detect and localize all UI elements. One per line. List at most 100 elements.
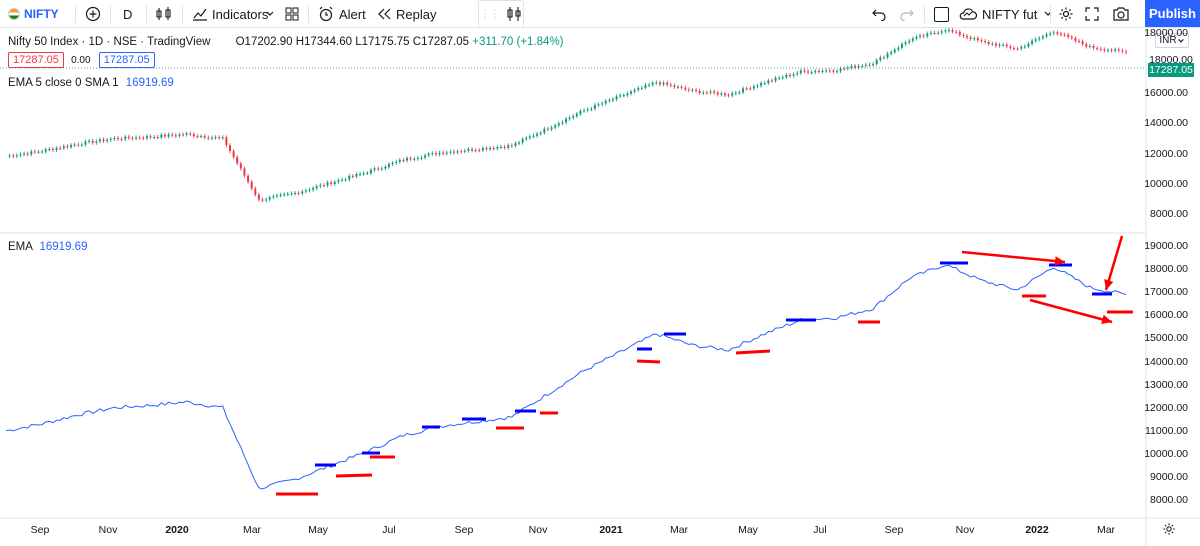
fullscreen-button[interactable] — [1085, 0, 1099, 28]
price-axis-label: 13000.00 — [1144, 378, 1188, 391]
candle-body — [113, 138, 116, 140]
candle-body — [351, 175, 354, 177]
sell-price-button[interactable]: 17287.05 — [8, 52, 64, 68]
candle-body — [44, 149, 47, 152]
candle-body — [499, 146, 502, 148]
select-mode-checkbox[interactable] — [934, 0, 949, 28]
price-axis-label: 12000.00 — [1144, 147, 1188, 160]
candle-body — [915, 36, 918, 39]
compare-add-button[interactable] — [85, 0, 101, 28]
support-line[interactable] — [636, 359, 661, 364]
candle-body — [109, 138, 112, 140]
chart-style-button[interactable] — [155, 0, 173, 28]
floating-drawing-toolbar[interactable]: ⋮⋮ — [478, 0, 524, 28]
candle-body — [160, 134, 163, 138]
ohlc-low: L17175.75 — [355, 36, 410, 48]
candle-body — [135, 137, 138, 139]
candle-body — [243, 168, 246, 176]
candle-body — [138, 137, 141, 139]
candle-body — [73, 144, 76, 146]
lower-pane-label[interactable]: EMA — [8, 241, 33, 253]
top-toolbar: NIFTY D Indicators Alert Replay ⋮⋮ — [0, 0, 1200, 28]
undo-button[interactable] — [872, 0, 886, 28]
candle-body — [922, 35, 925, 37]
candle-body — [821, 70, 824, 72]
snapshot-button[interactable] — [1112, 0, 1130, 28]
india-flag-icon — [8, 8, 20, 20]
candle-body — [590, 108, 593, 110]
symbol-title[interactable]: Nifty 50 Index · 1D · NSE · TradingView — [8, 36, 211, 48]
layout-button[interactable] — [285, 0, 299, 28]
candle-body — [640, 87, 643, 89]
time-axis-label: Jul — [813, 524, 827, 536]
alert-button[interactable]: Alert — [318, 0, 366, 28]
candle-body — [153, 136, 156, 138]
candle-body — [297, 193, 300, 195]
currency-selector[interactable]: INR — [1155, 33, 1189, 48]
candle-body — [705, 92, 708, 94]
candle-body — [247, 175, 250, 182]
indicators-dropdown[interactable] — [265, 0, 275, 28]
candle-body — [474, 150, 477, 152]
ema-study-label[interactable]: EMA 5 close 0 SMA 1 — [8, 77, 119, 89]
candle-body — [203, 136, 206, 138]
candle-body — [749, 88, 752, 90]
candle-body — [1023, 46, 1026, 48]
ohlc-close: C17287.05 — [412, 36, 470, 48]
support-line[interactable] — [735, 349, 771, 355]
divergence-arrow[interactable] — [1104, 235, 1124, 291]
candle-body — [720, 93, 723, 95]
divergence-arrow[interactable] — [961, 250, 1066, 266]
candle-body — [557, 123, 560, 126]
candlestick-tool-icon — [507, 7, 521, 21]
candle-body — [80, 144, 83, 146]
candle-body — [850, 66, 853, 68]
candle-body — [171, 134, 174, 136]
time-axis-label: May — [738, 524, 758, 536]
candle-body — [30, 151, 33, 155]
candle-body — [229, 145, 231, 152]
candle-body — [261, 199, 264, 201]
price-axis-label: 19000.00 — [1144, 240, 1188, 252]
candle-body — [1016, 48, 1019, 50]
candle-body — [998, 44, 1001, 46]
chart-canvas[interactable] — [0, 28, 1200, 546]
candle-body — [756, 85, 759, 87]
fullscreen-icon — [1085, 7, 1099, 21]
candle-body — [742, 88, 745, 93]
candle-body — [897, 47, 900, 50]
redo-icon — [900, 9, 914, 21]
candle-body — [26, 153, 29, 155]
candle-body — [413, 158, 416, 160]
candle-body — [55, 148, 58, 151]
candle-body — [120, 139, 123, 141]
candle-body — [308, 189, 311, 191]
divergence-arrow[interactable] — [1029, 298, 1113, 325]
candle-body — [810, 72, 813, 74]
candle-body — [239, 163, 242, 169]
symbol-search-button[interactable]: NIFTY — [8, 0, 59, 28]
candle-body — [402, 159, 405, 161]
candle-body — [651, 82, 654, 85]
candle-body — [456, 151, 459, 153]
replay-button[interactable]: Replay — [376, 0, 436, 28]
publish-button[interactable]: Publish — [1145, 0, 1200, 27]
indicators-button[interactable]: Indicators — [192, 0, 268, 28]
support-line[interactable] — [335, 473, 373, 478]
compare-symbol-button[interactable]: NIFTY fut — [958, 0, 1053, 28]
candle-body — [77, 144, 80, 146]
buy-price-button[interactable]: 17287.05 — [98, 52, 155, 68]
candle-body — [789, 75, 791, 77]
candle-body — [377, 168, 380, 170]
candle-body — [434, 153, 437, 155]
axis-settings-button[interactable] — [1162, 522, 1176, 541]
candle-body — [225, 137, 228, 146]
interval-button[interactable]: D — [123, 0, 132, 28]
redo-button[interactable] — [900, 0, 914, 28]
candle-body — [539, 132, 542, 134]
gear-icon — [1059, 7, 1073, 21]
candle-body — [702, 92, 705, 94]
drag-handle-icon[interactable]: ⋮⋮ — [480, 8, 500, 20]
settings-button[interactable] — [1058, 0, 1074, 28]
price-axis-label: 10000.00 — [1144, 177, 1188, 190]
